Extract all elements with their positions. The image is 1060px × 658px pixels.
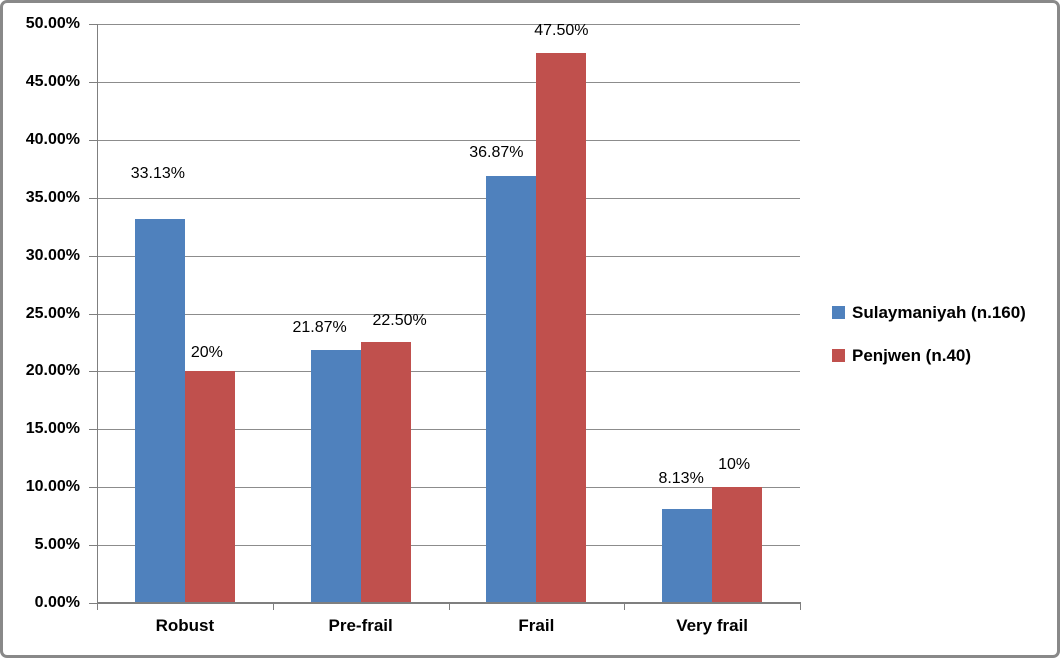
y-axis-tick-label: 25.00% [25, 304, 80, 322]
x-axis-tick [448, 603, 450, 610]
legend-item-penjwen: Penjwen (n.40) [832, 346, 1026, 365]
bar-sulaymaniyah-very-frail [662, 508, 713, 603]
y-axis-line [97, 24, 98, 603]
y-axis-tick [89, 24, 97, 25]
legend-label-sulaymaniyah: Sulaymaniyah (n.160) [852, 303, 1026, 322]
y-axis-tick [89, 603, 97, 604]
gridline [97, 139, 800, 141]
legend-item-sulaymaniyah: Sulaymaniyah (n.160) [832, 303, 1026, 322]
bar-sulaymaniyah-pre-frail [310, 349, 361, 603]
gridline [97, 487, 800, 489]
gridline [97, 545, 800, 547]
legend-swatch-sulaymaniyah [832, 306, 845, 319]
y-axis-tick-label: 35.00% [25, 188, 80, 206]
y-axis-tick [89, 197, 97, 199]
x-axis-line [97, 602, 801, 604]
gridline [97, 197, 800, 199]
data-label-sulaymaniyah-pre-frail: 21.87% [292, 318, 347, 336]
y-axis-tick [89, 139, 97, 141]
gridline [97, 255, 800, 257]
data-label-sulaymaniyah-frail: 36.87% [469, 144, 524, 162]
bar-sulaymaniyah-robust [134, 219, 185, 603]
bar-penjwen-frail [536, 52, 587, 603]
y-axis-tick [89, 255, 97, 257]
gridline [97, 81, 800, 83]
legend: Sulaymaniyah (n.160) Penjwen (n.40) [832, 303, 1026, 389]
y-axis-tick-label: 50.00% [25, 15, 80, 32]
data-label-sulaymaniyah-robust: 33.13% [130, 165, 185, 183]
legend-swatch-penjwen [832, 349, 845, 362]
x-axis-tick [97, 603, 98, 610]
category-label-pre-frail: Pre-frail [328, 616, 393, 635]
y-axis-tick-label: 0.00% [34, 594, 80, 611]
data-label-sulaymaniyah-very-frail: 8.13% [658, 469, 704, 487]
category-label-very-frail: Very frail [676, 616, 749, 635]
y-axis-tick-label: 20.00% [25, 362, 80, 380]
y-axis-tick [89, 81, 97, 83]
category-label-frail: Frail [518, 616, 555, 635]
data-label-penjwen-very-frail: 10% [718, 456, 751, 474]
y-axis-tick-label: 45.00% [25, 72, 80, 90]
bar-penjwen-very-frail [712, 487, 763, 603]
y-axis-tick-label: 5.00% [34, 536, 80, 554]
bar-penjwen-robust [184, 371, 235, 603]
y-axis-tick-label: 40.00% [25, 130, 80, 148]
gridline [97, 429, 800, 431]
y-axis-tick [89, 487, 97, 489]
y-axis-tick-label: 15.00% [25, 420, 80, 438]
y-axis-tick [89, 313, 97, 315]
y-axis-tick-label: 30.00% [25, 246, 80, 264]
bar-sulaymaniyah-frail [486, 176, 537, 603]
gridline [97, 371, 800, 373]
x-axis-tick [272, 603, 274, 610]
y-axis-tick-label: 10.00% [25, 478, 80, 496]
gridline [97, 313, 800, 315]
legend-label-penjwen: Penjwen (n.40) [852, 346, 972, 365]
category-label-robust: Robust [155, 616, 215, 635]
y-axis-tick [89, 371, 97, 373]
y-axis-tick [89, 429, 97, 431]
gridline [97, 24, 800, 25]
x-axis-tick [800, 603, 801, 610]
x-axis-tick [624, 603, 626, 610]
bar-penjwen-pre-frail [360, 342, 411, 603]
data-label-penjwen-frail: 47.50% [534, 21, 589, 39]
data-label-penjwen-pre-frail: 22.50% [372, 312, 427, 330]
y-axis-tick [89, 545, 97, 547]
data-label-penjwen-robust: 20% [190, 344, 223, 362]
